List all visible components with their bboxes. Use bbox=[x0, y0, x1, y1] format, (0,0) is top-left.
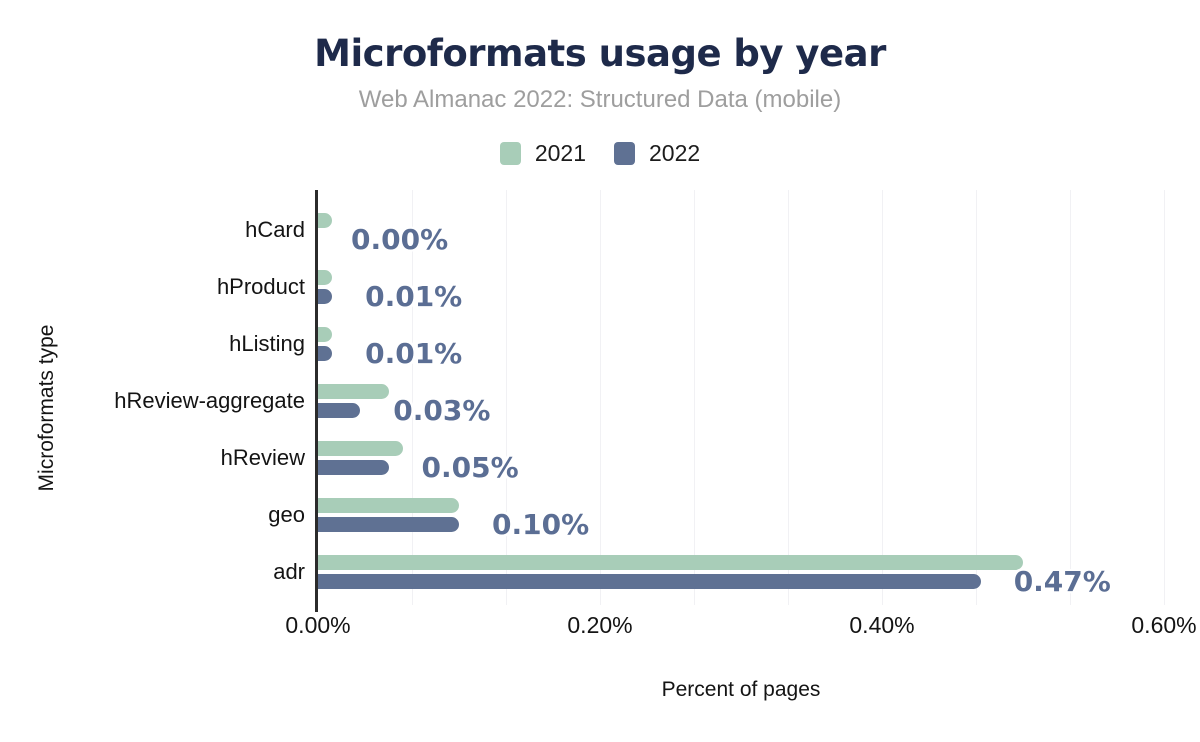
value-label: 0.47% bbox=[1013, 565, 1111, 598]
chart-subtitle: Web Almanac 2022: Structured Data (mobil… bbox=[358, 86, 842, 113]
gridline bbox=[600, 190, 601, 605]
x-axis-title: Percent of pages bbox=[661, 678, 821, 701]
bar-2021-hCard[interactable] bbox=[318, 213, 333, 228]
gridline bbox=[788, 190, 789, 605]
gridline bbox=[1164, 190, 1165, 605]
value-label: 0.01% bbox=[365, 337, 463, 370]
legend-item-2021[interactable]: 2021 bbox=[499, 140, 586, 167]
bar-2021-hReview[interactable] bbox=[318, 441, 403, 456]
y-axis-title: Microformats type bbox=[35, 324, 58, 492]
value-label: 0.05% bbox=[421, 451, 519, 484]
value-label: 0.10% bbox=[492, 508, 590, 541]
value-label: 0.03% bbox=[393, 394, 491, 427]
category-label: hReview-aggregate bbox=[114, 388, 305, 413]
legend-label-2022: 2022 bbox=[649, 140, 701, 166]
legend-swatch-2021 bbox=[499, 142, 521, 165]
category-label: hListing bbox=[229, 331, 305, 356]
legend-item-2022[interactable]: 2022 bbox=[614, 140, 700, 167]
gridline bbox=[694, 190, 695, 605]
bar-2022-geo[interactable] bbox=[318, 517, 459, 532]
y-axis-line bbox=[315, 190, 318, 612]
x-tick-label: 0.60% bbox=[1131, 612, 1197, 638]
legend: 2021 2022 bbox=[0, 140, 1200, 167]
bar-2022-hProduct[interactable] bbox=[318, 289, 333, 304]
category-label: adr bbox=[273, 559, 305, 584]
x-tick-label: 0.40% bbox=[849, 612, 915, 638]
legend-swatch-2022 bbox=[614, 142, 635, 165]
bar-2021-hProduct[interactable] bbox=[318, 270, 333, 285]
gridline bbox=[882, 190, 883, 605]
gridline bbox=[1070, 190, 1071, 605]
bar-2021-hListing[interactable] bbox=[318, 327, 333, 342]
bar-2021-adr[interactable] bbox=[318, 555, 1023, 570]
value-label: 0.00% bbox=[351, 223, 449, 256]
bar-2022-hReview[interactable] bbox=[318, 460, 389, 475]
category-label: hReview bbox=[220, 445, 305, 470]
gridline bbox=[506, 190, 507, 605]
gridline bbox=[976, 190, 977, 605]
bar-2021-hReview-aggregate[interactable] bbox=[318, 384, 389, 399]
category-label: geo bbox=[268, 502, 305, 527]
bar-2022-hListing[interactable] bbox=[318, 346, 333, 361]
x-tick-label: 0.00% bbox=[285, 612, 351, 638]
value-label: 0.01% bbox=[365, 280, 463, 313]
plot-area: hCard 0.00% hProduct 0.01% hListing 0.01% hRev… bbox=[114, 190, 1165, 612]
bar-2022-hReview-aggregate[interactable] bbox=[318, 403, 361, 418]
chart-title: Microformats usage by year bbox=[314, 32, 886, 75]
x-tick-label: 0.20% bbox=[567, 612, 633, 638]
category-label: hCard bbox=[245, 217, 305, 242]
legend-label-2021: 2021 bbox=[534, 140, 586, 166]
bar-2021-geo[interactable] bbox=[318, 498, 459, 513]
bar-2022-adr[interactable] bbox=[318, 574, 981, 589]
gridline bbox=[412, 190, 413, 605]
category-label: hProduct bbox=[216, 274, 305, 299]
